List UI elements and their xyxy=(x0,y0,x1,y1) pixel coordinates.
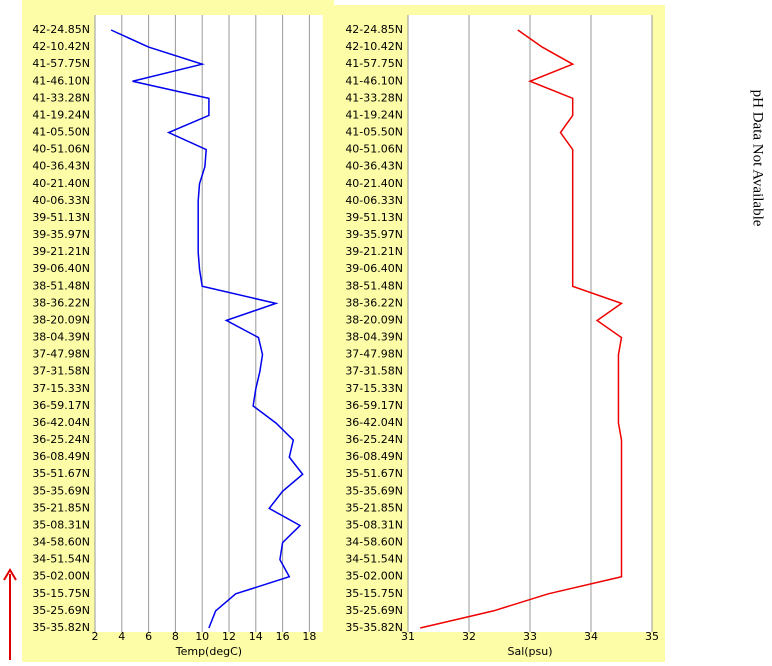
y-tick-label: 39-06.40N xyxy=(345,262,403,275)
y-tick-label: 36-42.04N xyxy=(32,416,90,429)
y-tick-label: 40-36.43N xyxy=(345,160,403,173)
y-tick-label: 37-47.98N xyxy=(345,348,403,361)
y-tick-label: 35-35.82N xyxy=(345,621,403,634)
y-tick-label: 35-02.00N xyxy=(32,570,90,583)
y-tick-label: 41-19.24N xyxy=(32,108,90,121)
y-tick-label: 41-57.75N xyxy=(32,57,90,70)
x-tick-label: 14 xyxy=(249,630,263,643)
y-tick-label: 42-24.85N xyxy=(345,23,403,36)
y-tick-label: 41-46.10N xyxy=(32,74,90,87)
y-tick-label: 35-21.85N xyxy=(32,501,90,514)
y-tick-label: 38-51.48N xyxy=(345,279,403,292)
y-tick-label: 35-15.75N xyxy=(345,587,403,600)
x-tick-label: 8 xyxy=(172,630,179,643)
arrow-head xyxy=(3,568,17,581)
y-tick-label: 39-35.97N xyxy=(32,228,90,241)
y-tick-label: 38-20.09N xyxy=(345,313,403,326)
x-tick-label: 32 xyxy=(462,630,476,643)
y-tick-label: 35-51.67N xyxy=(345,467,403,480)
y-tick-label: 40-21.40N xyxy=(345,177,403,190)
y-tick-label: 34-51.54N xyxy=(345,553,403,566)
y-tick-label: 36-25.24N xyxy=(345,433,403,446)
x-tick-label: 16 xyxy=(276,630,290,643)
y-tick-label: 38-51.48N xyxy=(32,279,90,292)
y-tick-label: 35-35.69N xyxy=(345,484,403,497)
data-line xyxy=(420,29,624,629)
y-tick-label: 35-35.82N xyxy=(32,621,90,634)
x-tick-label: 6 xyxy=(145,630,152,643)
y-tick-label: 42-10.42N xyxy=(345,40,403,53)
y-tick-label: 36-25.24N xyxy=(32,433,90,446)
y-tick-label: 37-47.98N xyxy=(32,348,90,361)
y-tick-label: 37-15.33N xyxy=(345,382,403,395)
y-tick-label: 40-06.33N xyxy=(345,194,403,207)
y-tick-label: 42-24.85N xyxy=(32,23,90,36)
y-tick-label: 40-21.40N xyxy=(32,177,90,190)
y-tick-label: 35-25.69N xyxy=(32,604,90,617)
y-tick-label: 34-58.60N xyxy=(32,536,90,549)
y-tick-label: 39-51.13N xyxy=(32,211,90,224)
y-tick-label: 39-51.13N xyxy=(345,211,403,224)
y-tick-label: 39-35.97N xyxy=(345,228,403,241)
y-tick-label: 38-04.39N xyxy=(345,331,403,344)
y-tick-label: 36-59.17N xyxy=(32,399,90,412)
y-tick-label: 34-58.60N xyxy=(345,536,403,549)
x-tick-label: 2 xyxy=(92,630,99,643)
data-line xyxy=(110,29,304,629)
y-tick-label: 41-46.10N xyxy=(345,74,403,87)
y-tick-label: 41-05.50N xyxy=(345,126,403,139)
y-tick-label: 35-35.69N xyxy=(32,484,90,497)
x-tick-label: 4 xyxy=(118,630,125,643)
x-axis-label: Temp(degC) xyxy=(175,645,242,658)
y-tick-label: 40-51.06N xyxy=(32,143,90,156)
y-tick-label: 38-04.39N xyxy=(32,331,90,344)
y-tick-label: 36-59.17N xyxy=(345,399,403,412)
y-tick-label: 41-33.28N xyxy=(32,91,90,104)
y-tick-label: 38-36.22N xyxy=(345,296,403,309)
y-tick-label: 36-08.49N xyxy=(32,450,90,463)
plot-area xyxy=(95,15,323,632)
y-tick-label: 42-10.42N xyxy=(32,40,90,53)
y-tick-label: 39-21.21N xyxy=(32,245,90,258)
y-tick-label: 38-20.09N xyxy=(32,313,90,326)
y-tick-label: 41-19.24N xyxy=(345,108,403,121)
y-tick-label: 40-06.33N xyxy=(32,194,90,207)
y-tick-label: 35-02.00N xyxy=(345,570,403,583)
x-axis-label: Sal(psu) xyxy=(507,645,552,658)
y-tick-label: 40-36.43N xyxy=(32,160,90,173)
x-tick-label: 34 xyxy=(584,630,598,643)
y-tick-label: 35-08.31N xyxy=(32,518,90,531)
y-tick-label: 38-36.22N xyxy=(32,296,90,309)
x-tick-label: 31 xyxy=(401,630,415,643)
y-tick-label: 37-31.58N xyxy=(345,365,403,378)
y-tick-label: 35-08.31N xyxy=(345,518,403,531)
y-tick-label: 39-06.40N xyxy=(32,262,90,275)
y-tick-label: 35-21.85N xyxy=(345,501,403,514)
ph-message: pH Data Not Available xyxy=(750,90,766,227)
y-tick-label: 39-21.21N xyxy=(345,245,403,258)
x-tick-label: 35 xyxy=(645,630,659,643)
y-tick-label: 35-51.67N xyxy=(32,467,90,480)
y-tick-label: 36-08.49N xyxy=(345,450,403,463)
x-tick-label: 33 xyxy=(523,630,537,643)
y-tick-label: 41-57.75N xyxy=(345,57,403,70)
y-tick-label: 35-15.75N xyxy=(32,587,90,600)
y-tick-label: 37-31.58N xyxy=(32,365,90,378)
y-tick-label: 34-51.54N xyxy=(32,553,90,566)
y-tick-label: 41-05.50N xyxy=(32,126,90,139)
x-tick-label: 12 xyxy=(222,630,236,643)
y-tick-label: 41-33.28N xyxy=(345,91,403,104)
y-tick-label: 35-25.69N xyxy=(345,604,403,617)
y-tick-label: 37-15.33N xyxy=(32,382,90,395)
y-tick-label: 36-42.04N xyxy=(345,416,403,429)
x-tick-label: 10 xyxy=(195,630,209,643)
x-tick-label: 18 xyxy=(302,630,316,643)
y-tick-label: 40-51.06N xyxy=(345,143,403,156)
